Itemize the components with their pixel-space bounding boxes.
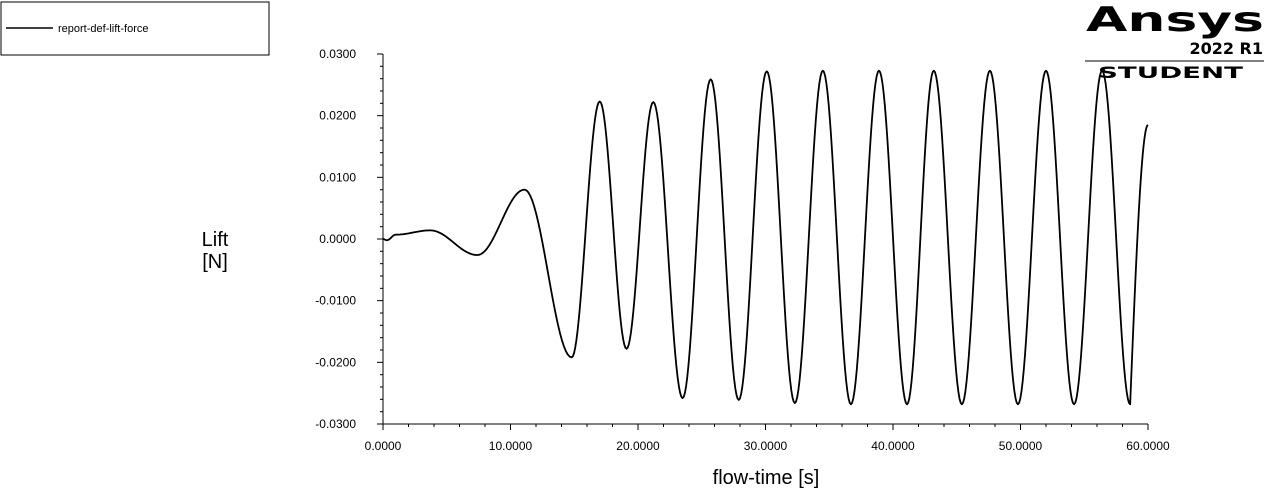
ansys-brand-mark: Ansys bbox=[1086, 0, 1264, 40]
y-axis-title-line1: Lift bbox=[202, 229, 229, 251]
x-tick-label: 50.0000 bbox=[999, 439, 1043, 453]
y-tick-label: 0.0200 bbox=[319, 109, 356, 123]
axes: 0.0300 0.0200 0.0100 0.0000 -0.0100 -0.0200 -0… bbox=[315, 47, 1170, 453]
series-line-report-def-lift-force bbox=[382, 69, 1149, 406]
x-tick-label: 0.0000 bbox=[365, 439, 402, 453]
x-tick-label: 10.0000 bbox=[489, 439, 533, 453]
y-ticks: 0.0300 0.0200 0.0100 0.0000 -0.0100 -0.0200 -0… bbox=[315, 47, 383, 431]
y-tick-label: 0.0000 bbox=[319, 232, 356, 246]
y-tick-label: -0.0100 bbox=[315, 294, 356, 308]
x-tick-label: 40.0000 bbox=[871, 439, 915, 453]
y-tick-label: 0.0300 bbox=[319, 47, 356, 61]
legend: report-def-lift-force bbox=[0, 1, 270, 56]
legend-entry-label: report-def-lift-force bbox=[58, 23, 148, 35]
y-axis-title-line2: [N] bbox=[202, 251, 228, 273]
x-ticks: 0.0000 10.0000 20.0000 30.0000 40.0000 50.000… bbox=[365, 424, 1170, 453]
logo-version: 2022 R1 bbox=[1189, 39, 1263, 58]
x-axis-title: flow-time [s] bbox=[713, 467, 820, 489]
x-tick-label: 20.0000 bbox=[616, 439, 660, 453]
y-tick-label: 0.0100 bbox=[319, 170, 356, 184]
ansys-logo: Ansys 2022 R1 STUDENT bbox=[1085, 0, 1264, 82]
x-tick-label: 30.0000 bbox=[744, 439, 788, 453]
x-tick-label: 60.0000 bbox=[1126, 439, 1170, 453]
logo-edition: STUDENT bbox=[1098, 63, 1243, 82]
y-tick-label: -0.0300 bbox=[315, 417, 356, 431]
y-tick-label: -0.0200 bbox=[315, 355, 356, 369]
